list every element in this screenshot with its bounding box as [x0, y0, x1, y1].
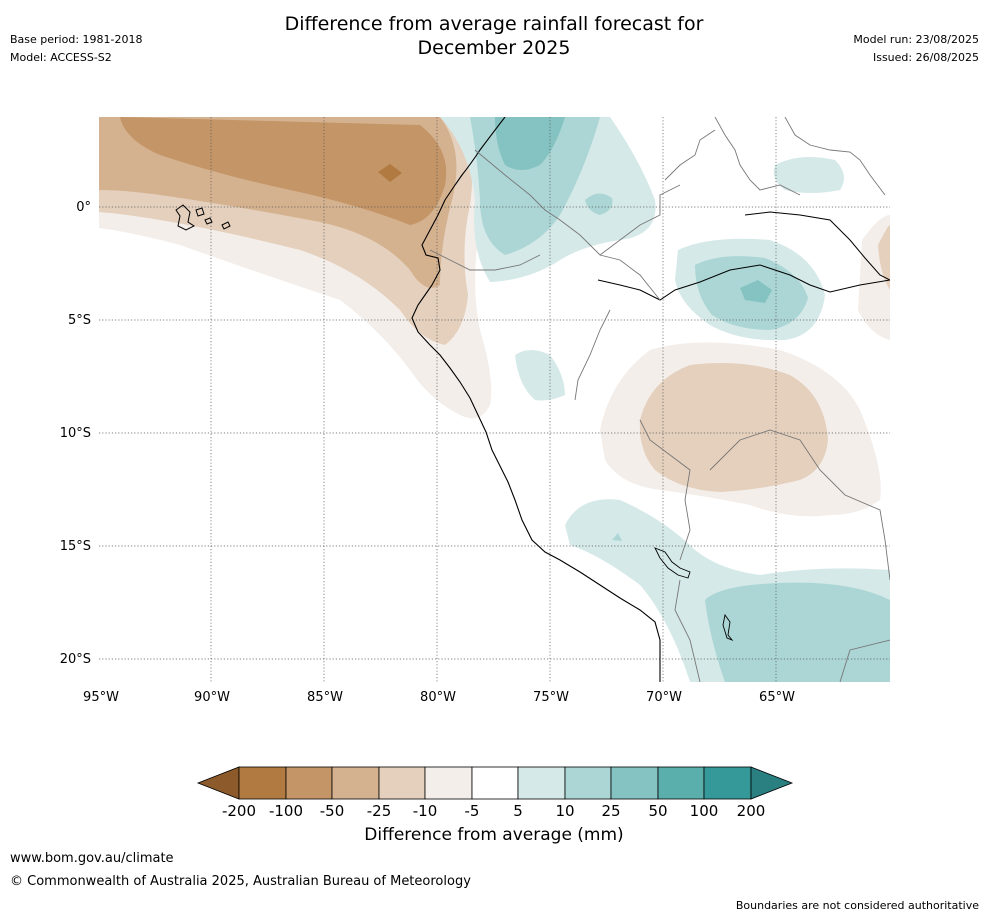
wet-patch-offshore: [515, 350, 565, 401]
legend-arrow-high: [750, 766, 794, 800]
legend-tick: 100: [690, 802, 719, 820]
legend-tick: -50: [320, 802, 345, 820]
caribbean-coastline: [744, 211, 890, 281]
legend-tick: -100: [269, 802, 303, 820]
footer-copyright: © Commonwealth of Australia 2025, Austra…: [10, 874, 471, 889]
legend-tick-labels: -200 -100 -50 -25 -10 -5 5 10 25 50 100 …: [222, 802, 765, 820]
legend-swatch: [517, 766, 566, 800]
legend-swatch: [238, 766, 287, 800]
country-borders: [429, 117, 890, 682]
legend-swatch: [424, 766, 473, 800]
graticule: [99, 117, 890, 682]
wet-region-colombia-core: [495, 117, 565, 170]
legend-swatch: [657, 766, 705, 800]
meta-right: Model run: 23/08/2025 Issued: 26/08/2025: [853, 31, 979, 67]
title-line-1: Difference from average rainfall forecas…: [284, 13, 704, 35]
issued-date: Issued: 26/08/2025: [872, 51, 979, 64]
titicaca-outline: [654, 547, 691, 579]
lat-label: 20°S: [60, 652, 91, 667]
legend-tick: 25: [601, 802, 620, 820]
wet-region-amazon-core: [740, 280, 772, 303]
legend-tick: 200: [737, 802, 766, 820]
coastlines: [411, 117, 890, 682]
lat-label: 10°S: [60, 426, 91, 441]
legend-swatch: [610, 766, 659, 800]
legend-swatch: [331, 766, 380, 800]
footer-disclaimer: Boundaries are not considered authoritat…: [735, 899, 979, 912]
lat-label: 0°: [76, 200, 91, 215]
base-period: Base period: 1981-2018: [10, 33, 143, 46]
lon-label: 70°W: [646, 690, 682, 705]
longitude-labels: 95°W 90°W 85°W 80°W 75°W 70°W 65°W: [83, 690, 795, 705]
lon-label: 85°W: [307, 690, 343, 705]
anomaly-field: [99, 117, 890, 682]
dry-region-brazil-inner: [639, 362, 828, 492]
pacific-coastline: [411, 117, 661, 682]
legend-swatch: [564, 766, 612, 800]
lat-label: 15°S: [60, 539, 91, 554]
lon-label: 80°W: [420, 690, 456, 705]
lon-label: 95°W: [83, 690, 119, 705]
lat-label: 5°S: [68, 313, 91, 328]
meta-left: Base period: 1981-2018 Model: ACCESS-S2: [10, 31, 142, 67]
galapagos-islands: [175, 204, 231, 231]
footer-url: www.bom.gov.au/climate: [10, 851, 174, 866]
model-run: Model run: 23/08/2025: [853, 33, 979, 46]
legend-tick: 50: [648, 802, 667, 820]
legend-tick: -25: [367, 802, 392, 820]
legend-swatch: [285, 766, 333, 800]
wet-patch-small-1: [585, 193, 613, 215]
wet-region-south-inner: [705, 582, 890, 682]
legend-swatch: [471, 766, 519, 800]
latitude-labels: 0° 5°S 10°S 15°S 20°S: [60, 200, 91, 667]
model-name: Model: ACCESS-S2: [10, 51, 112, 64]
title-line-2: December 2025: [417, 37, 571, 59]
color-legend: [196, 766, 794, 800]
legend-title: Difference from average (mm): [364, 825, 624, 845]
amazon-river: [597, 264, 890, 301]
dry-region-core: [378, 164, 402, 182]
legend-swatch: [378, 766, 426, 800]
legend-tick: -5: [465, 802, 480, 820]
legend-tick: 5: [513, 802, 523, 820]
lake-outline: [722, 613, 734, 642]
wet-patch-small-2: [612, 533, 622, 541]
dry-patch-east-inner: [878, 225, 890, 290]
legend-tick: -200: [222, 802, 256, 820]
legend-arrow-low: [196, 766, 240, 800]
lon-label: 90°W: [194, 690, 230, 705]
lon-label: 75°W: [533, 690, 569, 705]
legend-tick: -10: [413, 802, 438, 820]
dry-region-strong: [120, 117, 447, 225]
legend-swatch: [703, 766, 752, 800]
map-title: Difference from average rainfall forecas…: [0, 12, 988, 60]
legend-tick: 10: [555, 802, 574, 820]
wet-patch-venezuela: [773, 156, 844, 193]
lon-label: 65°W: [759, 690, 795, 705]
